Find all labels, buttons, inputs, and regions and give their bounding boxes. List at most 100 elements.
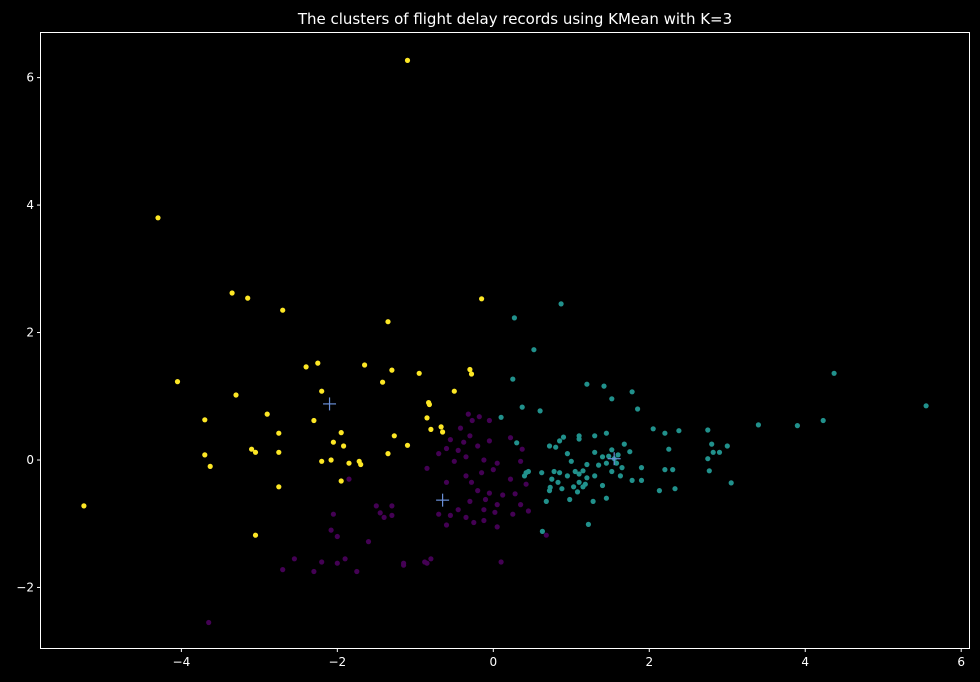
data-point xyxy=(500,492,506,498)
data-point xyxy=(670,467,676,473)
data-point xyxy=(424,465,430,471)
data-point xyxy=(676,428,682,434)
data-point xyxy=(245,295,251,301)
data-point xyxy=(438,424,444,430)
data-point xyxy=(404,442,411,448)
data-point xyxy=(443,445,450,452)
data-point xyxy=(467,366,473,373)
data-point xyxy=(537,408,543,414)
data-point xyxy=(584,475,590,481)
data-point xyxy=(539,528,546,535)
data-point xyxy=(362,362,368,368)
data-point xyxy=(486,438,492,444)
data-point xyxy=(525,468,532,475)
data-point xyxy=(249,446,255,452)
data-point xyxy=(381,514,387,521)
data-point xyxy=(525,508,532,514)
data-point xyxy=(564,473,571,479)
data-point xyxy=(174,379,181,385)
data-point xyxy=(494,524,500,530)
data-point xyxy=(385,319,391,325)
data-point xyxy=(424,415,430,421)
data-point xyxy=(728,480,734,486)
data-point xyxy=(465,411,471,417)
data-point xyxy=(358,461,364,468)
data-point xyxy=(494,460,500,466)
data-point xyxy=(635,406,641,412)
data-point xyxy=(571,484,577,490)
data-point xyxy=(451,458,457,464)
data-point xyxy=(482,496,489,503)
data-point xyxy=(518,458,524,464)
data-point xyxy=(662,430,668,436)
data-point xyxy=(463,473,469,479)
data-point xyxy=(512,491,518,497)
data-point xyxy=(389,512,395,519)
data-point xyxy=(457,425,464,431)
data-point xyxy=(546,443,553,449)
data-point xyxy=(558,301,564,307)
data-point xyxy=(207,463,213,469)
data-point xyxy=(557,438,563,444)
data-point xyxy=(276,484,282,490)
data-point xyxy=(590,498,596,504)
data-point xyxy=(451,388,457,394)
data-point xyxy=(724,443,730,449)
data-point xyxy=(580,468,586,474)
data-point xyxy=(206,619,212,626)
data-point xyxy=(794,423,801,429)
data-point xyxy=(475,443,481,449)
data-point xyxy=(666,446,672,452)
data-point xyxy=(551,468,557,475)
plot-frame xyxy=(40,32,970,649)
data-point xyxy=(468,371,475,377)
data-point xyxy=(490,467,496,473)
data-point xyxy=(155,215,161,221)
data-point xyxy=(627,449,633,455)
data-point xyxy=(447,512,453,519)
data-point xyxy=(481,517,487,524)
data-point xyxy=(229,290,235,296)
data-point xyxy=(401,562,407,568)
data-point xyxy=(373,503,379,509)
data-point xyxy=(436,511,442,517)
data-point xyxy=(609,396,615,402)
data-point xyxy=(510,511,516,517)
data-point xyxy=(705,427,711,433)
data-point xyxy=(656,488,663,494)
centroid-marker xyxy=(607,452,621,466)
data-point xyxy=(568,458,574,464)
data-point xyxy=(672,486,678,492)
data-point xyxy=(498,559,504,565)
centroid-marker xyxy=(323,397,337,411)
data-point xyxy=(584,381,590,387)
data-point xyxy=(380,379,386,385)
y-tick-label: 2 xyxy=(26,326,34,340)
data-point xyxy=(606,453,612,459)
data-point xyxy=(494,502,500,508)
data-point xyxy=(609,447,615,453)
data-point xyxy=(311,568,317,575)
data-point xyxy=(455,447,461,453)
data-point xyxy=(629,389,635,395)
data-point xyxy=(264,411,270,417)
data-point xyxy=(389,367,395,373)
data-point xyxy=(557,470,563,476)
data-point xyxy=(710,449,716,455)
data-point xyxy=(603,495,610,501)
data-point xyxy=(338,478,344,484)
data-point xyxy=(662,467,668,473)
data-point xyxy=(338,430,344,436)
data-point xyxy=(507,435,514,441)
data-point xyxy=(709,441,715,447)
centroid-markers xyxy=(323,397,621,507)
x-tick-label: −2 xyxy=(328,655,346,669)
data-point xyxy=(514,440,520,446)
data-point xyxy=(447,437,453,443)
data-point xyxy=(428,426,434,432)
centroid-marker xyxy=(436,493,450,507)
data-point xyxy=(486,490,492,496)
data-point xyxy=(428,556,434,562)
data-point xyxy=(580,484,586,490)
